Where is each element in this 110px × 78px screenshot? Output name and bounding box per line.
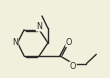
Text: O: O [66, 38, 72, 47]
Text: N: N [12, 38, 18, 47]
Text: O: O [70, 62, 76, 71]
Text: N: N [36, 22, 42, 31]
